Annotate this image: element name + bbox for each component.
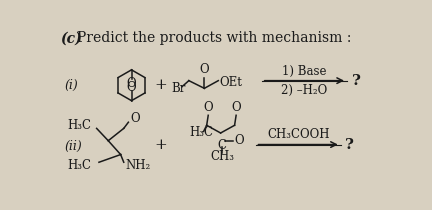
Text: H₃C: H₃C <box>67 159 91 172</box>
Text: (i): (i) <box>65 79 79 92</box>
Text: +: + <box>155 138 167 152</box>
Text: NH₂: NH₂ <box>125 159 150 172</box>
Text: O: O <box>231 101 241 114</box>
Text: OEt: OEt <box>219 76 242 89</box>
Text: ?: ? <box>352 74 360 88</box>
Text: CH₃COOH: CH₃COOH <box>267 129 329 142</box>
Text: Predict the products with mechanism :: Predict the products with mechanism : <box>77 31 352 45</box>
Text: +: + <box>155 78 167 92</box>
Text: 2) –H₂O: 2) –H₂O <box>281 84 327 97</box>
Text: Br: Br <box>172 82 186 95</box>
Text: O: O <box>235 134 244 147</box>
Text: ?: ? <box>346 138 354 152</box>
Text: O: O <box>203 101 213 114</box>
Text: (ii): (ii) <box>65 140 83 153</box>
Text: O: O <box>127 77 137 90</box>
Text: O: O <box>130 112 140 125</box>
Text: O: O <box>127 81 137 94</box>
Text: C: C <box>218 139 227 152</box>
Text: H₃C: H₃C <box>190 126 214 139</box>
Text: (c): (c) <box>60 31 82 45</box>
Text: CH₃: CH₃ <box>210 150 234 163</box>
Text: 1) Base: 1) Base <box>282 64 327 77</box>
Text: H₃C: H₃C <box>67 119 91 132</box>
Text: O: O <box>200 63 209 76</box>
